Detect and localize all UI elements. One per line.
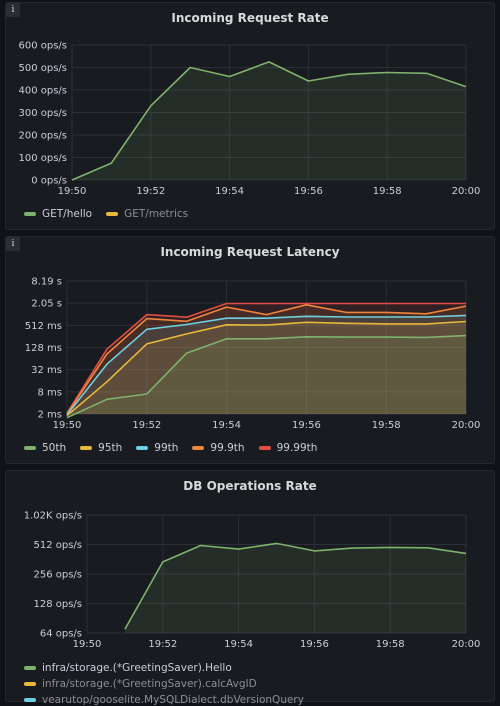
x-tick-label: 19:56 [292,420,321,431]
legend-swatch [80,446,93,450]
series-area [124,543,467,633]
y-tick-label: 512 ops/s [33,540,82,551]
legend-item[interactable]: vearutop/gooselite.MySQLDialect.dbVersio… [24,694,304,706]
info-icon[interactable]: i [6,3,20,17]
y-tick-label: 300 ops/s [18,108,67,119]
legend-label: infra/storage.(*GreetingSaver).Hello [42,662,232,674]
request-rate-panel: i Incoming Request Rate 0 ops/s 100 ops/s… [5,2,495,230]
y-tick-label: 128 ms [25,343,62,354]
legend-label: 50th [42,442,67,454]
legend-label: infra/storage.(*GreetingSaver).calcAvgID [42,678,257,690]
series-line [71,61,467,181]
legend-item[interactable]: 99.9th [192,442,245,454]
legend-item[interactable]: 95th [80,442,122,454]
legend: GET/hello GET/metrics [24,208,484,220]
panel-title[interactable]: Incoming Request Rate [171,11,329,25]
panel-title[interactable]: DB Operations Rate [183,479,317,493]
info-icon[interactable]: i [6,237,20,251]
panel-title[interactable]: Incoming Request Latency [160,245,340,259]
legend-swatch [24,698,36,702]
request-rate-chart[interactable]: 0 ops/s 100 ops/s 200 ops/s 300 ops/s 400 op… [6,3,496,231]
x-tick-label: 19:50 [58,186,87,197]
legend-label: vearutop/gooselite.MySQLDialect.dbVersio… [42,694,304,706]
series-area [67,335,466,418]
series-area [67,321,466,416]
db-ops-chart[interactable]: 64 ops/s 128 ops/s 256 ops/s 512 ops/s 1.02K… [6,471,496,703]
legend-item[interactable]: GET/hello [24,208,92,220]
x-tick-label: 19:54 [212,420,241,431]
request-latency-chart[interactable]: 2 ms 8 ms 32 ms 128 ms 512 ms 2.05 s 8.19 s 19:… [6,237,496,465]
x-tick-label: 19:50 [73,639,102,650]
legend-label: 99.99th [276,442,318,454]
series-area [67,304,466,414]
x-tick-label: 19:56 [294,186,323,197]
legend-swatch [192,446,205,450]
legend-swatch [258,446,271,450]
x-tick-label: 19:54 [224,639,253,650]
legend-swatch [106,212,119,216]
legend: infra/storage.(*GreetingSaver).Hello infr… [24,662,484,706]
x-tick-label: 19:58 [373,186,402,197]
series-line [124,542,467,630]
legend-label: GET/hello [42,208,93,220]
y-tick-label: 8.19 s [31,277,62,288]
legend-item[interactable]: 99th [136,442,178,454]
x-tick-label: 19:52 [136,186,165,197]
series-area [72,61,466,180]
legend-swatch [24,682,36,686]
db-ops-panel: DB Operations Rate 64 ops/s 128 ops/s 256 … [5,470,496,706]
legend-item[interactable]: 50th [24,442,66,454]
x-tick-label: 19:52 [148,639,177,650]
legend-item[interactable]: infra/storage.(*GreetingSaver).Hello [24,662,232,674]
series-line [66,304,467,415]
series-line [66,320,467,417]
legend-swatch [24,666,36,670]
legend: 50th 95th 99th 99.9th 99.99th [24,442,484,454]
y-tick-label: 200 ops/s [18,131,67,142]
x-tick-label: 20:00 [452,420,481,431]
y-tick-label: 8 ms [38,387,63,398]
x-tick-label: 19:56 [300,639,329,650]
y-tick-label: 2.05 s [31,299,62,310]
x-tick-label: 19:54 [215,186,244,197]
y-tick-label: 32 ms [31,365,62,376]
x-tick-label: 20:00 [452,186,481,197]
legend-item[interactable]: infra/storage.(*GreetingSaver).calcAvgID [24,678,257,690]
legend-swatch [136,446,149,450]
y-tick-label: 0 ops/s [31,176,67,187]
x-tick-label: 19:50 [53,420,82,431]
y-tick-label: 128 ops/s [33,599,82,610]
y-tick-label: 64 ops/s [40,629,82,640]
legend-label: GET/metrics [124,208,189,220]
series-line [66,334,467,419]
series-line [66,302,466,414]
legend-item[interactable]: 99.99th [258,442,318,454]
y-tick-label: 2 ms [38,410,63,421]
series-area [67,303,466,414]
y-tick-label: 256 ops/s [33,570,82,581]
y-tick-label: 600 ops/s [18,41,67,52]
y-tick-label: 512 ms [25,321,62,332]
y-tick-label: 1.02K ops/s [24,511,82,522]
x-tick-label: 20:00 [452,639,481,650]
series-area [67,315,466,415]
legend-item[interactable]: GET/metrics [106,208,188,220]
y-tick-label: 500 ops/s [18,63,67,74]
x-tick-label: 19:52 [132,420,161,431]
y-tick-label: 400 ops/s [18,86,67,97]
legend-label: 99th [154,442,179,454]
request-latency-panel: i Incoming Request Latency 2 ms 8 ms 32 ms… [5,236,495,464]
legend-swatch [24,212,36,216]
legend-label: 95th [98,442,123,454]
legend-swatch [24,446,36,450]
y-tick-label: 100 ops/s [18,153,67,164]
x-tick-label: 19:58 [376,639,405,650]
x-tick-label: 19:58 [372,420,401,431]
legend-label: 99.9th [210,442,245,454]
